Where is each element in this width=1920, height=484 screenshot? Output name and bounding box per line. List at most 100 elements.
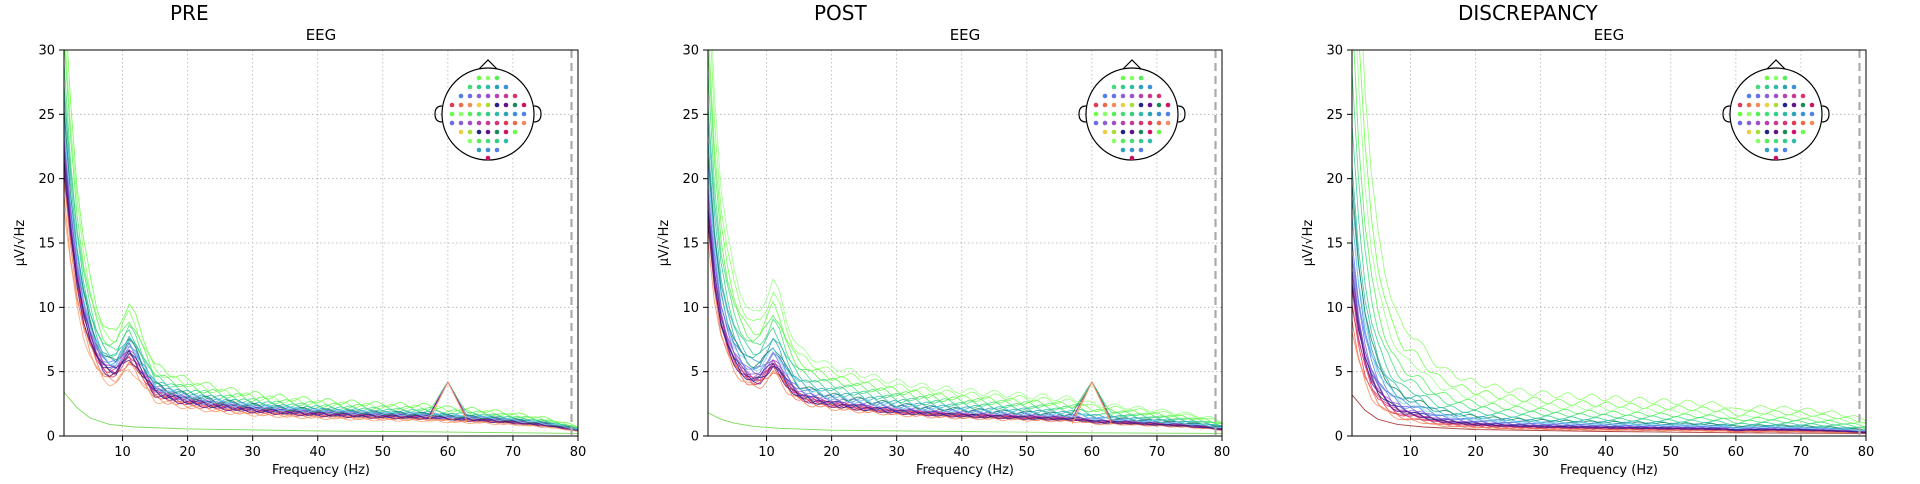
sensor-dot [1120, 102, 1126, 108]
sensor-dot [1773, 93, 1779, 99]
sensor-dot [1102, 129, 1108, 135]
sensor-dot [1755, 102, 1761, 108]
psd-series-line-23 [1352, 216, 1866, 432]
psd-series-line-12 [64, 154, 578, 431]
sensor-dot [503, 84, 509, 90]
y-tick-label: 20 [38, 172, 55, 187]
figure-title-0: PRE [170, 1, 209, 25]
sensor-dot [1129, 147, 1135, 153]
sensor-dot [485, 155, 491, 161]
x-tick-label: 20 [179, 445, 196, 460]
psd-series-line-11 [1352, 259, 1866, 433]
grid-2 [1352, 50, 1866, 436]
sensor-dot [1147, 111, 1153, 117]
sensor-dot [476, 129, 482, 135]
x-axis-label-1: Frequency (Hz) [916, 463, 1014, 478]
sensor-dot [467, 120, 473, 126]
sensor-topomap-1 [1078, 59, 1186, 161]
sensor-dot [494, 93, 500, 99]
sensor-dot [449, 120, 455, 126]
x-tick-label: 10 [1402, 445, 1419, 460]
sensor-dot [1809, 111, 1815, 117]
x-tick-label: 30 [244, 445, 261, 460]
sensor-dot [1138, 75, 1144, 81]
y-axis-label-2: µV/√Hz [1301, 220, 1316, 267]
psd-series-line-23 [64, 123, 578, 430]
x-tick-label: 80 [1858, 445, 1875, 460]
psd-series-line-6 [1352, 165, 1866, 431]
sensor-dot [512, 102, 518, 108]
psd-series-line-20 [708, 221, 1222, 431]
sensor-dot [1764, 111, 1770, 117]
psd-series-line-10 [708, 192, 1222, 429]
x-tick-label: 40 [1597, 445, 1614, 460]
psd-series-line-6 [708, 139, 1222, 429]
psd-series-line-17 [64, 194, 578, 432]
x-tick-label: 70 [1793, 445, 1810, 460]
sensor-dot [1147, 84, 1153, 90]
sensor-dot [1147, 93, 1153, 99]
sensor-dot [485, 93, 491, 99]
sensor-dot [1773, 84, 1779, 90]
sensor-dot [1156, 93, 1162, 99]
sensor-dot [485, 84, 491, 90]
sensor-dot [485, 102, 491, 108]
sensor-dot [503, 138, 509, 144]
psd-series-line-10 [1352, 253, 1866, 432]
psd-series-line-18 [1352, 332, 1866, 434]
psd-series-line-21 [1352, 286, 1866, 433]
sensor-topomap-0 [434, 59, 542, 161]
sensor-dot [467, 93, 473, 99]
head-left-ear [1722, 105, 1731, 123]
sensor-dot [458, 93, 464, 99]
y-tick-label: 5 [1335, 365, 1343, 380]
line-noise-spike [1071, 380, 1112, 424]
psd-series-line-7 [708, 160, 1222, 428]
sensor-dot [1737, 102, 1743, 108]
y-tick-label: 10 [1326, 301, 1343, 316]
sensor-dot [1120, 84, 1126, 90]
psd-series-line-22 [712, 50, 1222, 423]
psd-series-line-12 [1352, 274, 1866, 433]
sensor-dot [512, 111, 518, 117]
sensor-dot [485, 120, 491, 126]
sensor-dot [467, 129, 473, 135]
sensor-dot [1782, 111, 1788, 117]
y-tick-label: 25 [38, 108, 55, 123]
sensor-dot [1782, 84, 1788, 90]
sensor-dot [1800, 102, 1806, 108]
psd-series-line-11 [708, 196, 1222, 430]
sensor-dot [1773, 147, 1779, 153]
psd-series-line-9 [708, 184, 1222, 430]
sensor-dot [1800, 120, 1806, 126]
x-tick-label: 80 [1214, 445, 1231, 460]
sensor-dot [1755, 129, 1761, 135]
sensor-dot [494, 84, 500, 90]
sensor-dot [1111, 111, 1117, 117]
sensor-dot [1138, 84, 1144, 90]
series-group-1 [708, 50, 1222, 434]
sensor-dot [1156, 129, 1162, 135]
sensor-dot [1782, 147, 1788, 153]
sensor-dot [1755, 93, 1761, 99]
sensor-dot [1111, 84, 1117, 90]
series-group-0 [64, 50, 578, 434]
psd-series-line-0 [710, 50, 1222, 424]
x-tick-label: 80 [570, 445, 587, 460]
psd-series-line-16 [708, 227, 1222, 431]
psd-series-line-1 [708, 50, 1222, 425]
y-tick-label: 25 [682, 108, 699, 123]
y-tick-label: 0 [1335, 430, 1343, 445]
x-tick-label: 40 [309, 445, 326, 460]
sensor-dot [1755, 84, 1761, 90]
sensor-dot [1120, 138, 1126, 144]
sensor-dot [494, 120, 500, 126]
head-right-ear [533, 105, 542, 123]
x-tick-label: 30 [888, 445, 905, 460]
psd-series-line-11 [64, 142, 578, 431]
sensor-dot [494, 129, 500, 135]
sensor-dot [485, 111, 491, 117]
sensor-dot [1764, 93, 1770, 99]
sensor-dot [476, 102, 482, 108]
